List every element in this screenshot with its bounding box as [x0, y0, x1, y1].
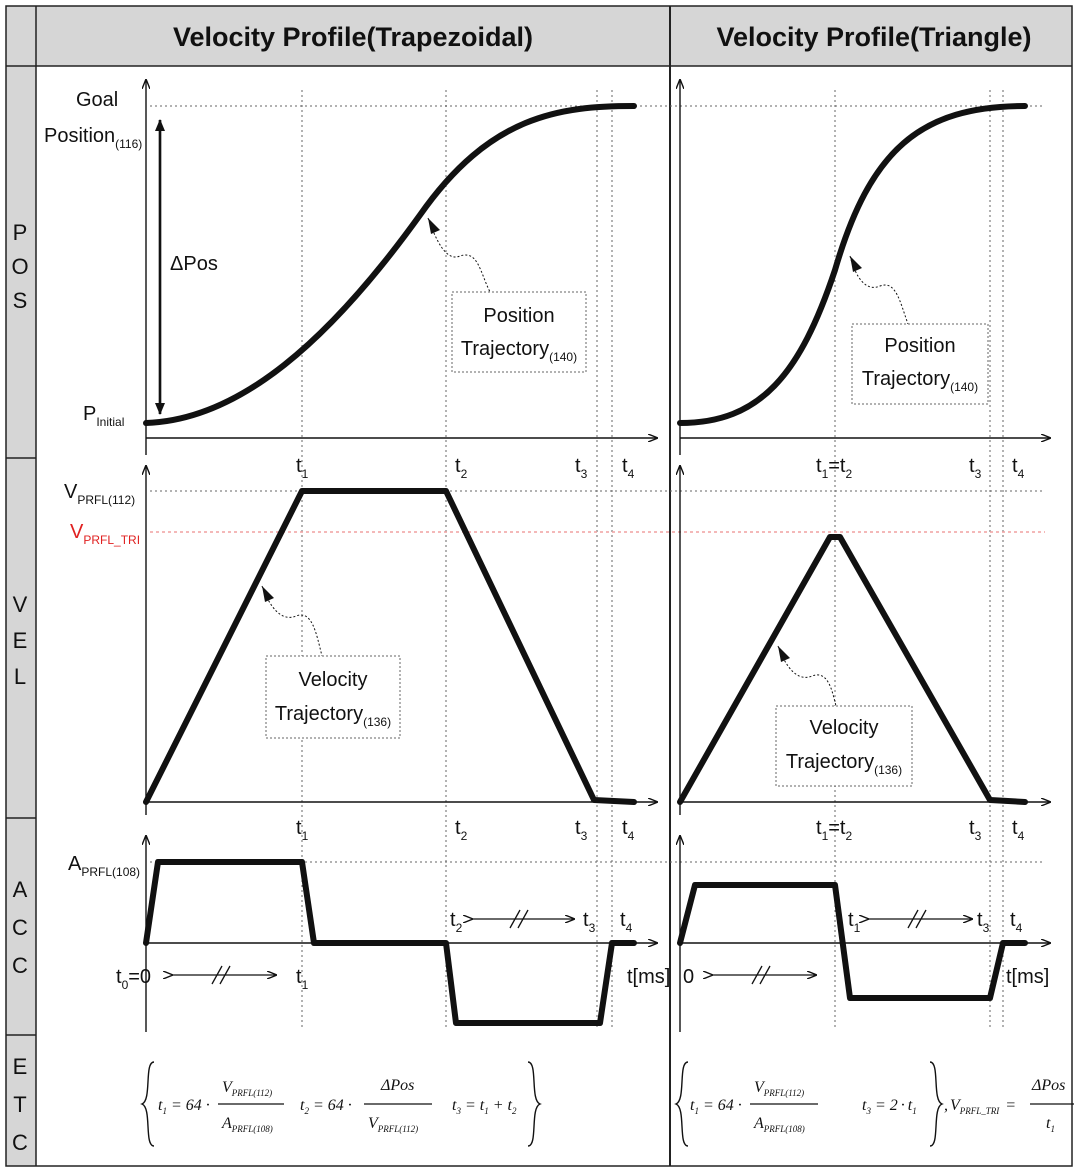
eq-t2-lhs: t2 = 64 · [300, 1097, 352, 1116]
axes [146, 80, 1050, 1032]
annotation-position-trap-line1: Position [483, 305, 554, 327]
a-prfl-label: APRFL(108) [68, 853, 140, 879]
equation-brace-left [140, 1061, 155, 1147]
row-label-pos-s: S [13, 288, 28, 313]
row-label-acc: A C C [12, 877, 28, 978]
v-prfl-label: VPRFL(112) [64, 481, 135, 507]
trajectories [143, 103, 1028, 1026]
row-label-acc-c1: C [12, 915, 28, 940]
annotation-position-tri: Position Trajectory(140) [849, 255, 989, 405]
acceleration-trajectory-trap [143, 859, 637, 1026]
annotation-velocity-trap-line1: Velocity [299, 669, 368, 691]
label-t3-acc-tri: t3 [977, 909, 990, 935]
row-label-vel: V E L [13, 592, 28, 689]
delta-pos-label: ΔPos [170, 253, 218, 275]
row-label-pos-p: P [13, 220, 28, 245]
annotation-velocity-trap: Velocity Trajectory(136) [261, 585, 401, 739]
time-labels-pos: t1 t2 t3 t4 t1=t2 t3 t4 [296, 455, 1025, 481]
label-t3-pos: t3 [575, 455, 588, 481]
equation-brace-right [527, 1061, 542, 1147]
label-t1-acc-trap: t1 [296, 966, 309, 992]
label-t1-eq-t2-pos: t1=t2 [816, 455, 853, 481]
row-label-acc-c2: C [12, 953, 28, 978]
position-trajectory-trap [143, 103, 637, 426]
annotation-position-trap: Position Trajectory(140) [427, 217, 587, 373]
eq-t2-numerator: ΔPos [380, 1077, 414, 1094]
eq-tri-t1-denominator: APRFL(108) [753, 1115, 805, 1134]
v-prfl-tri-label: VPRFL_TRI [70, 521, 140, 547]
label-t4-pos: t4 [622, 455, 635, 481]
label-t2-pos: t2 [455, 455, 468, 481]
equations-trap: t1 = 64 · VPRFL(112) APRFL(108) t2 = 64 · ΔPos… [140, 1061, 542, 1147]
label-t3-vel: t3 [575, 817, 588, 843]
row-label-pos-o: O [11, 254, 28, 279]
eq-t1-lhs: t1 = 64 · [158, 1097, 210, 1116]
label-t0-acc-trap: t0=0 [116, 966, 151, 992]
annotation-position-trap-line2: Trajectory(140) [461, 338, 577, 364]
header-trapezoidal: Velocity Profile(Trapezoidal) [173, 22, 533, 52]
label-t4-acc-tri: t4 [1010, 909, 1023, 935]
label-t4-tri-pos: t4 [1012, 455, 1025, 481]
goal-label-line2: Position(116) [44, 125, 142, 151]
label-t4-tri-vel: t4 [1012, 817, 1025, 843]
annotation-velocity-tri: Velocity Trajectory(136) [775, 645, 913, 787]
row-label-vel-l: L [14, 664, 26, 689]
unit-label-tri: t[ms] [1006, 966, 1049, 988]
velocity-trajectory-trap [143, 488, 637, 805]
annotation-position-tri-line2: Trajectory(140) [862, 368, 978, 394]
label-t3-tri-vel: t3 [969, 817, 982, 843]
label-t3-acc-trap: t3 [583, 909, 596, 935]
label-t0-acc-tri: 0 [683, 966, 694, 988]
p-initial-label: PInitial [83, 403, 124, 429]
table-frame [5, 5, 1073, 1167]
row-label-pos: P O S [11, 220, 28, 313]
position-trajectory-tri [677, 103, 1028, 426]
header-triangle: Velocity Profile(Triangle) [716, 22, 1031, 52]
eq-t1-numerator: VPRFL(112) [222, 1079, 272, 1098]
eq-tri-t1-lhs: t1 = 64 · [690, 1097, 742, 1116]
equations-tri: t1 = 64 · VPRFL(112) APRFL(108) t3 = 2 · t1 , VP… [674, 1061, 1074, 1147]
equation-tri-brace-right [929, 1061, 944, 1147]
eq-t2-denominator: VPRFL(112) [368, 1115, 418, 1134]
label-t4-vel: t4 [622, 817, 635, 843]
eq-tri-vtri: , VPRFL_TRI = [944, 1097, 1016, 1116]
annotation-velocity-trap-line2: Trajectory(136) [275, 703, 391, 729]
eq-t3-trap: t3 = t1 + t2 [452, 1097, 517, 1116]
time-labels-vel: t1 t2 t3 t4 t1=t2 t3 t4 [296, 817, 1025, 843]
annotation-velocity-tri-line1: Velocity [810, 717, 879, 739]
label-t2-vel: t2 [455, 817, 468, 843]
label-t1-eq-t2-vel: t1=t2 [816, 817, 853, 843]
label-t2-acc-trap: t2 [450, 909, 463, 935]
row-label-etc-c: C [12, 1130, 28, 1155]
row-label-etc-e: E [13, 1054, 28, 1079]
row-label-acc-a: A [13, 877, 28, 902]
annotation-velocity-tri-line2: Trajectory(136) [786, 751, 902, 777]
guide-lines [150, 90, 1045, 1030]
eq-tri-denominator: t1 [1046, 1115, 1055, 1134]
label-t1-acc-tri: t1 [848, 909, 861, 935]
row-label-vel-v: V [13, 592, 28, 617]
annotation-position-tri-line1: Position [884, 335, 955, 357]
acceleration-trajectory-tri [677, 882, 1028, 1001]
eq-tri-t3: t3 = 2 · t1 [862, 1097, 917, 1116]
eq-tri-t1-numerator: VPRFL(112) [754, 1079, 804, 1098]
velocity-trajectory-tri [677, 534, 1028, 805]
label-t3-tri-pos: t3 [969, 455, 982, 481]
row-label-etc-t: T [13, 1092, 26, 1117]
label-t4-acc-trap: t4 [620, 909, 633, 935]
label-t1-pos: t1 [296, 455, 309, 481]
unit-label-trap: t[ms] [627, 966, 670, 988]
label-t1-vel: t1 [296, 817, 309, 843]
row-label-etc: E T C [12, 1054, 28, 1155]
equation-tri-brace-left [674, 1061, 689, 1147]
row-label-vel-e: E [13, 628, 28, 653]
goal-label-line1: Goal [76, 89, 118, 111]
eq-tri-dpos-numerator: ΔPos [1031, 1077, 1065, 1094]
acc-interval-markers: t2 t3 t4 t0=0 t1 t[ms] t1 t3 t4 0 t[ms] [116, 909, 1049, 992]
eq-t1-denominator: APRFL(108) [221, 1115, 273, 1134]
